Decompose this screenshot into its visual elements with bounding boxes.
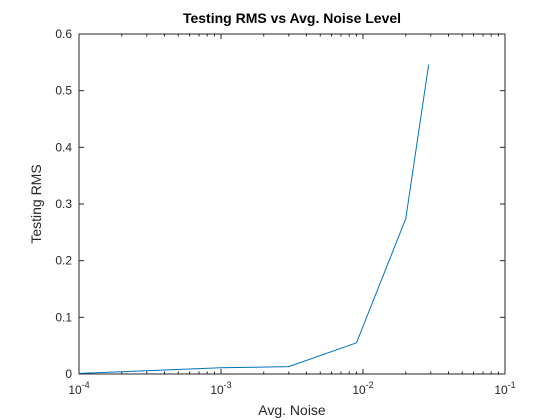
x-tick-labels: 10-4 10-3 10-2 10-1: [68, 380, 515, 397]
y-tick-label: 0.3: [55, 197, 72, 211]
x-tick-label: 10-1: [494, 380, 515, 397]
major-ticks: [78, 33, 506, 375]
y-tick-label: 0.2: [55, 254, 72, 268]
series-group: [78, 64, 430, 374]
y-tick-label: 0.6: [55, 27, 72, 41]
plot-area: [78, 33, 506, 375]
x-tick-label: 10-2: [352, 380, 373, 397]
y-axis-label: Testing RMS: [28, 164, 44, 243]
x-tick-label: 10-3: [210, 380, 231, 397]
y-tick-label: 0.1: [55, 310, 72, 324]
x-axis-label: Avg. Noise: [258, 402, 326, 418]
chart-title: Testing RMS vs Avg. Noise Level: [183, 10, 401, 26]
minor-ticks: [121, 34, 500, 374]
series-line: [78, 64, 430, 374]
y-tick-label: 0.5: [55, 84, 72, 98]
y-tick-label: 0: [65, 367, 72, 381]
y-tick-labels: 0 0.1 0.2 0.3 0.4 0.5 0.6: [55, 27, 72, 381]
x-tick-label: 10-4: [68, 380, 89, 397]
y-tick-label: 0.4: [55, 140, 72, 154]
